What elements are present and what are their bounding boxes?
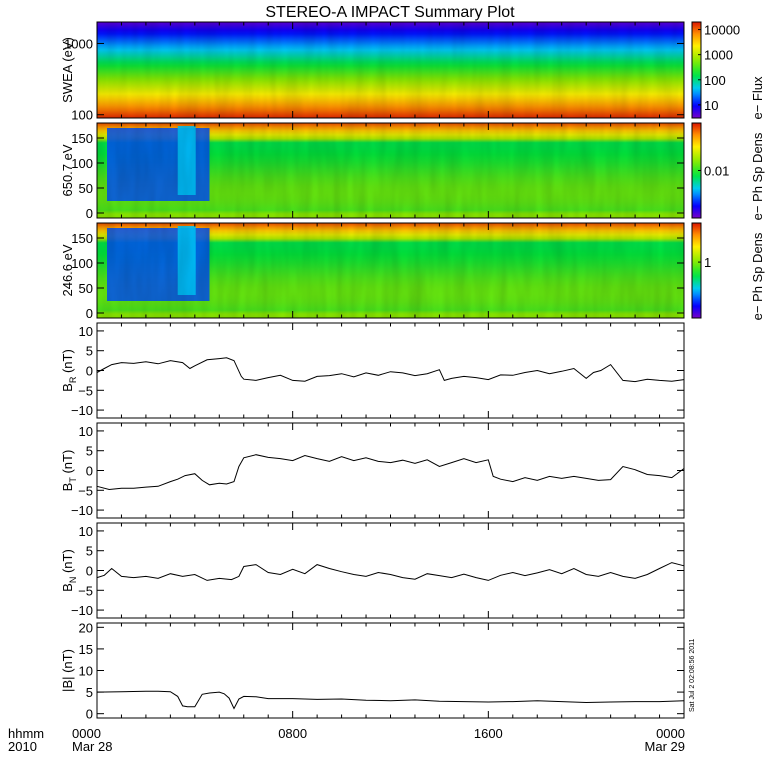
bt-ytick-label: 0	[86, 464, 93, 479]
swea-colorbar-tick-label: 10000	[704, 23, 740, 38]
pad246-ytick-label: 50	[79, 281, 93, 296]
pad246-colorbar	[691, 222, 702, 319]
x-row1-label: hhmm	[8, 726, 44, 741]
br-ytick-label: 5	[86, 344, 93, 359]
pad246-colorbar-label: e− Ph Sp Dens	[750, 232, 765, 320]
bt-frame	[96, 422, 685, 519]
bt-ytick-label: 5	[86, 444, 93, 459]
x-tick-label: 0800	[278, 726, 307, 741]
figure-title: STEREO-A IMPACT Summary Plot	[265, 4, 515, 21]
bmag-ytick-label: 10	[79, 664, 93, 679]
pad650-colorbar-label: e− Ph Sp Dens	[750, 132, 765, 220]
swea-ytick-label: 100	[71, 108, 93, 123]
bmag-series-line	[96, 690, 685, 710]
pad650-ytick-label: 0	[86, 206, 93, 221]
br-ylabel: BR (nT)	[60, 349, 78, 392]
x-tick-label: 1600	[474, 726, 503, 741]
br-series-line	[96, 357, 685, 383]
swea-ylabel: SWEA (eV)	[60, 37, 75, 103]
bn-ylabel: BN (nT)	[60, 549, 78, 592]
swea-colorbar	[691, 21, 702, 119]
bt-series-line	[96, 454, 685, 491]
br-ytick-label: −5	[78, 383, 93, 398]
pad246-ylabel: 246.6 eV	[60, 244, 75, 296]
bmag-ytick-label: 0	[86, 707, 93, 722]
bmag-ylabel: |B| (nT)	[60, 649, 75, 692]
bn-ytick-label: 10	[79, 524, 93, 539]
x-tick-sublabel: Mar 29	[645, 739, 685, 754]
bmag-ytick-label: 20	[79, 620, 93, 635]
bmag-frame	[96, 622, 685, 719]
swea-colorbar-tick-label: 100	[704, 73, 726, 88]
bn-series-line	[96, 562, 685, 581]
pad246-colorbar-tick-label: 1	[704, 255, 711, 270]
pad650-colorbar-tick-label: 0.01	[704, 164, 729, 179]
bmag-ytick-label: 15	[79, 642, 93, 657]
pad246-ytick-label: 0	[86, 306, 93, 321]
bt-ytick-label: −10	[71, 503, 93, 518]
bt-ytick-label: −5	[78, 483, 93, 498]
bn-ytick-label: −5	[78, 583, 93, 598]
swea-colorbar-label: e− Flux	[750, 76, 765, 119]
x-tick-sublabel: Mar 28	[72, 739, 112, 754]
pad650-ytick-label: 150	[71, 131, 93, 146]
swea-texture	[97, 22, 684, 118]
pad650-ytick-label: 50	[79, 181, 93, 196]
bt-ytick-label: 10	[79, 424, 93, 439]
bt-ylabel: BT (nT)	[60, 450, 78, 492]
pad246-ytick-label: 100	[71, 256, 93, 271]
br-ytick-label: −10	[71, 403, 93, 418]
bn-ytick-label: −10	[71, 603, 93, 618]
timestamp-stamp: Sat Jul 2 02:08:56 2011	[689, 638, 696, 712]
pad650-ylabel: 650.7 eV	[60, 144, 75, 196]
bn-ytick-label: 5	[86, 544, 93, 559]
x-tick-label: 0000	[656, 726, 685, 741]
x-tick-label: 0000	[72, 726, 101, 741]
pad246-ytick-label: 150	[71, 231, 93, 246]
bn-frame	[96, 522, 685, 619]
pad650-ytick-label: 100	[71, 156, 93, 171]
pad650-texture	[97, 123, 684, 218]
bmag-ytick-label: 5	[86, 685, 93, 700]
swea-colorbar-tick-label: 1000	[704, 48, 733, 63]
swea-colorbar-tick-label: 10	[704, 98, 718, 113]
pad246-texture	[97, 223, 684, 318]
br-ytick-label: 10	[79, 324, 93, 339]
bn-ytick-label: 0	[86, 564, 93, 579]
x-row2-label: 2010	[8, 739, 37, 754]
br-ytick-label: 0	[86, 364, 93, 379]
swea-ytick-label: 1000	[64, 36, 93, 51]
br-frame	[96, 322, 685, 419]
panel-bmag: 0 5 10 15 20 |B| (nT)	[60, 620, 685, 722]
